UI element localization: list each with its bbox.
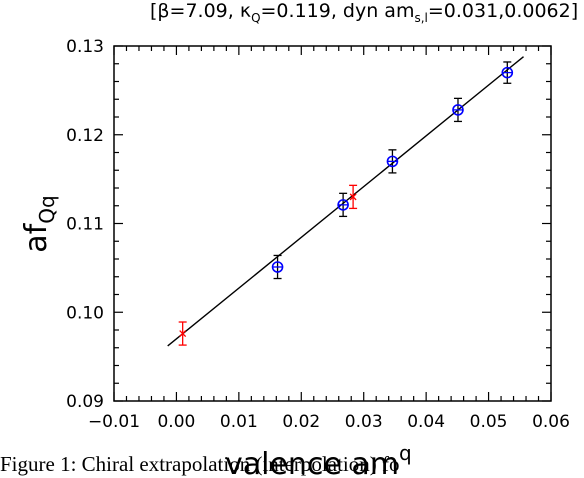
y-tick-label: 0.10 bbox=[66, 303, 104, 323]
plot-frame bbox=[113, 45, 552, 402]
x-tick-label: 0.05 bbox=[470, 412, 508, 432]
blue-point bbox=[386, 149, 399, 174]
x-tick-labels: −0.01 0.00 0.01 0.02 0.03 0.04 0.05 0.06 bbox=[88, 412, 570, 432]
title-kappa-val: =0.119, bbox=[260, 0, 337, 22]
x-axis-label-sub: q bbox=[399, 441, 412, 465]
title-dyn-val: =0.031,0.0062] bbox=[427, 0, 579, 22]
title-kappa-sub: Q bbox=[251, 10, 261, 25]
x-tick-label: 0.06 bbox=[532, 412, 570, 432]
title-dyn-sub: s,l bbox=[414, 10, 428, 25]
x-tick-label: 0.03 bbox=[345, 412, 383, 432]
y-tick-label: 0.12 bbox=[66, 126, 104, 146]
data-points bbox=[178, 61, 514, 346]
y-tick-label: 0.09 bbox=[66, 392, 104, 412]
x-tick-label: 0.00 bbox=[157, 412, 195, 432]
y-axis-label-main: af bbox=[19, 222, 54, 252]
chart-title: [β=7.09, κQ=0.119, dyn ams,l=0.031,0.006… bbox=[150, 0, 578, 25]
blue-point bbox=[452, 97, 464, 123]
title-beta: β=7.09, bbox=[157, 0, 234, 22]
cross-marker bbox=[179, 330, 187, 338]
x-tick-label: 0.02 bbox=[282, 412, 320, 432]
title-kappa-sym: κ bbox=[239, 0, 252, 22]
blue-point bbox=[271, 254, 284, 280]
x-tick-label: −0.01 bbox=[88, 412, 140, 432]
x-axis-label-main: valence am bbox=[225, 447, 399, 478]
red-point bbox=[349, 184, 358, 210]
x-tick-label: 0.01 bbox=[220, 412, 258, 432]
y-tick-label: 0.11 bbox=[66, 215, 104, 235]
x-tick-label: 0.04 bbox=[407, 412, 445, 432]
figure-caption: Figure 1: Chiral extrapolation (interpol… bbox=[0, 452, 400, 476]
title-open: [ bbox=[150, 0, 158, 22]
y-axis-label-sub: Qq bbox=[35, 195, 59, 223]
y-tick-labels: 0.09 0.10 0.11 0.12 0.13 bbox=[66, 37, 104, 412]
red-point bbox=[178, 321, 187, 346]
axis-ticks bbox=[113, 45, 552, 402]
title-dyn: dyn am bbox=[342, 0, 415, 22]
cross-marker bbox=[349, 193, 357, 201]
y-tick-label: 0.13 bbox=[66, 37, 104, 57]
blue-point bbox=[337, 192, 349, 218]
x-axis-label: valence amq bbox=[225, 441, 412, 478]
blue-point bbox=[501, 61, 514, 84]
y-axis-label: afQq bbox=[19, 195, 59, 252]
